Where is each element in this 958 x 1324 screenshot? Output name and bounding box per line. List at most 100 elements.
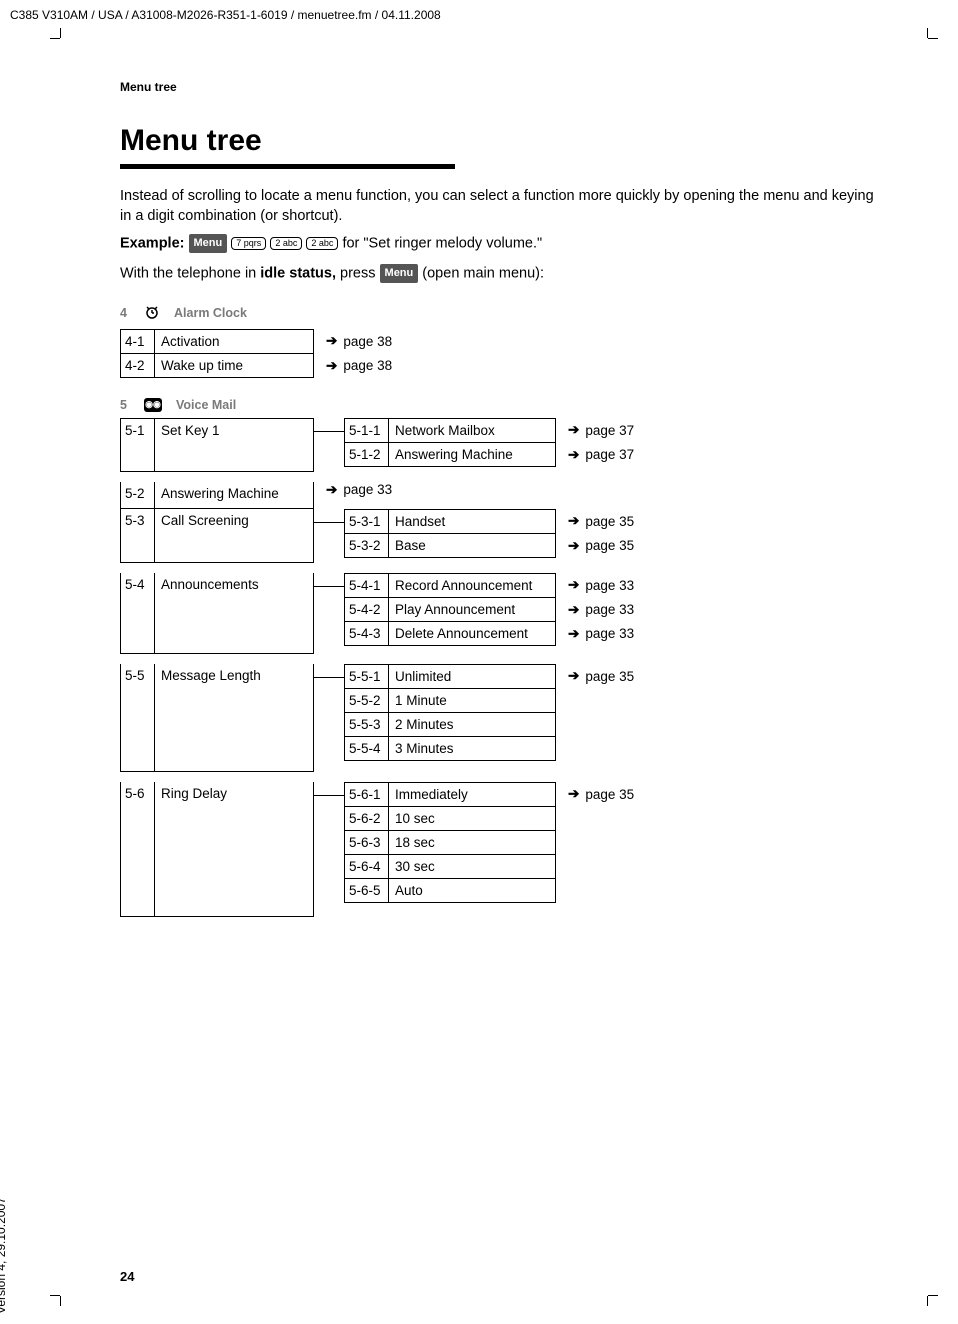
keycap-2: 2 abc (270, 237, 302, 251)
page-ref: ➔page 33 (556, 598, 634, 622)
table-row: 5-5-1Unlimited➔page 35 (344, 664, 634, 689)
menu-group: 5-3Call Screening5-3-1Handset➔page 355-3… (120, 509, 880, 563)
menu-left: 5-1Set Key 1 (120, 418, 314, 472)
spacer (120, 472, 880, 482)
menu-num: 4-2 (120, 354, 154, 378)
submenu-label: 30 sec (388, 855, 556, 879)
page-ref: ➔page 33 (314, 482, 392, 498)
submenu-col: 5-4-1Record Announcement➔page 335-4-2Pla… (344, 573, 634, 646)
submenu-num: 5-4-2 (344, 598, 388, 622)
arrow-icon: ➔ (326, 333, 337, 349)
ref-text: page 38 (343, 358, 392, 373)
table-row: 5-5-32 Minutes (344, 713, 634, 737)
section-5-tree: 5-1Set Key 1 5-1-1Network Mailbox➔page 37… (120, 418, 880, 917)
menu-group: 5-4Announcements 5-4-1Record Announcement… (120, 573, 880, 654)
menu-num: 5-4 (120, 573, 154, 654)
section-title: Voice Mail (176, 398, 236, 412)
arrow-icon: ➔ (568, 422, 579, 438)
submenu-label: Play Announcement (388, 598, 556, 622)
arrow-icon: ➔ (568, 668, 579, 684)
submenu-num: 5-4-3 (344, 622, 388, 646)
example-tail: for "Set ringer melody volume." (342, 235, 542, 251)
submenu-col: 5-1-1Network Mailbox➔page 375-1-2Answeri… (344, 418, 634, 467)
submenu-num: 5-6-4 (344, 855, 388, 879)
spacer (120, 563, 880, 573)
submenu-num: 5-1-1 (344, 418, 388, 443)
submenu-col: 5-3-1Handset➔page 355-3-2Base➔page 35 (344, 509, 634, 558)
arrow-icon: ➔ (568, 538, 579, 554)
example-label: Example: (120, 235, 184, 251)
spacer (120, 654, 880, 664)
submenu-num: 5-5-4 (344, 737, 388, 761)
spacer (120, 772, 880, 782)
connector (314, 664, 344, 772)
arrow-icon: ➔ (568, 577, 579, 593)
submenu-num: 5-5-2 (344, 689, 388, 713)
submenu-col: 5-5-1Unlimited➔page 355-5-21 Minute5-5-3… (344, 664, 634, 761)
running-header: Menu tree (120, 80, 880, 94)
menu-num: 4-1 (120, 329, 154, 354)
connector (314, 418, 344, 472)
submenu-stack: 5-4-1Record Announcement➔page 335-4-2Pla… (344, 573, 634, 646)
menu-num: 5-5 (120, 664, 154, 772)
menu-group: 5-5Message Length5-5-1Unlimited➔page 355… (120, 664, 880, 772)
submenu-label: Record Announcement (388, 573, 556, 598)
menu-label: Ring Delay (154, 782, 314, 917)
submenu-label: Immediately (388, 782, 556, 807)
menu-group: 5-1Set Key 1 5-1-1Network Mailbox➔page 37… (120, 418, 880, 472)
submenu-label: 18 sec (388, 831, 556, 855)
table-row: 5-4-1Record Announcement➔page 33 (344, 573, 634, 598)
text-bold: idle status, (260, 265, 336, 281)
text: With the telephone in (120, 265, 260, 281)
table-row: 5-3-2Base➔page 35 (344, 534, 634, 558)
submenu-label: Answering Machine (388, 443, 556, 467)
section-4-head: 4 Alarm Clock (120, 304, 880, 323)
side-version-text: Version 4, 29.10.2007 (0, 1197, 8, 1314)
submenu-stack: 5-6-1Immediately➔page 355-6-210 sec5-6-3… (344, 782, 634, 903)
table-row: 5-5-43 Minutes (344, 737, 634, 761)
text: press (336, 265, 380, 281)
menu-label: Call Screening (154, 509, 314, 563)
keycap-2: 2 abc (306, 237, 338, 251)
table-row: 5-1-1Network Mailbox➔page 37 (344, 418, 634, 443)
intro-para: Instead of scrolling to locate a menu fu… (120, 187, 880, 226)
menu-label: Set Key 1 (154, 418, 314, 472)
submenu-label: Network Mailbox (388, 418, 556, 443)
submenu-num: 5-6-5 (344, 879, 388, 903)
submenu-label: 1 Minute (388, 689, 556, 713)
menu-label: Activation (154, 329, 314, 354)
doc-header: C385 V310AM / USA / A31008-M2026-R351-1-… (10, 8, 441, 22)
alarm-clock-icon (144, 304, 160, 323)
table-row: 4-2 Wake up time ➔page 38 (120, 354, 880, 378)
table-row: 5-4-2Play Announcement➔page 33 (344, 598, 634, 622)
connector (314, 509, 344, 563)
keycap-7: 7 pqrs (231, 237, 266, 251)
crop-mark (50, 28, 70, 48)
menu-label: Announcements (154, 573, 314, 654)
menu-badge: Menu (380, 264, 419, 283)
table-row: 5-5-21 Minute (344, 689, 634, 713)
submenu-stack: 5-5-1Unlimited➔page 355-5-21 Minute5-5-3… (344, 664, 634, 761)
submenu-col: 5-6-1Immediately➔page 355-6-210 sec5-6-3… (344, 782, 634, 903)
menu-left: 5-5Message Length (120, 664, 314, 772)
submenu-stack: 5-3-1Handset➔page 355-3-2Base➔page 35 (344, 509, 634, 558)
submenu-label: Handset (388, 509, 556, 534)
section-num: 5 (120, 398, 130, 412)
submenu-num: 5-1-2 (344, 443, 388, 467)
menu-badge: Menu (189, 234, 228, 253)
connector (314, 573, 344, 654)
arrow-icon: ➔ (568, 447, 579, 463)
page-ref: ➔page 35 (556, 664, 634, 689)
arrow-icon: ➔ (568, 626, 579, 642)
submenu-num: 5-4-1 (344, 573, 388, 598)
table-row: 4-1 Activation ➔page 38 (120, 329, 880, 354)
menu-num: 5-1 (120, 418, 154, 472)
menu-left: 5-3Call Screening (120, 509, 314, 563)
page-ref: ➔page 37 (556, 443, 634, 467)
table-row: 5-6-430 sec (344, 855, 634, 879)
menu-num: 5-6 (120, 782, 154, 917)
table-row: 5-1-2Answering Machine➔page 37 (344, 443, 634, 467)
submenu-label: Base (388, 534, 556, 558)
arrow-icon: ➔ (568, 513, 579, 529)
submenu-num: 5-3-1 (344, 509, 388, 534)
